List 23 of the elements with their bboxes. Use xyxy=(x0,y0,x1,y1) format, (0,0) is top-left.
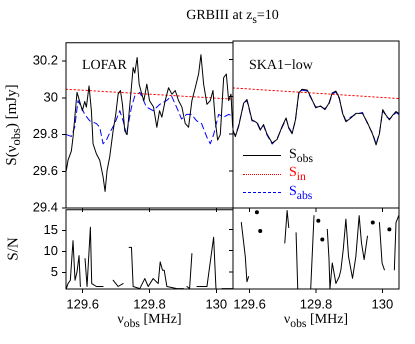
annotation: LOFAR xyxy=(82,58,127,74)
y-tick-label: 5 xyxy=(50,264,58,279)
x-axis-title: ν$_{obs}$ [MHz] xyxy=(117,312,182,330)
x-axis-title: ν$_{obs}$ [MHz] xyxy=(284,312,348,330)
x-tick-label: 129.8 xyxy=(133,296,166,312)
chart-title: GRBIII at z$_{s}$=10 xyxy=(186,8,279,26)
y-tick-label: 29.4 xyxy=(32,200,58,215)
annotation: SKA1−low xyxy=(249,58,313,74)
y-tick-label: 29.8 xyxy=(32,126,58,142)
x-tick-label: 129.8 xyxy=(300,296,332,312)
y-tick-label: 30 xyxy=(44,89,58,104)
legend-label: S$_{obs}$ xyxy=(289,146,313,165)
legend-label: S$_{abs}$ xyxy=(289,184,312,202)
x-tick-label: 129.6 xyxy=(66,296,99,312)
x-tick-label: 129.6 xyxy=(233,296,266,312)
y-tick-label: 29.6 xyxy=(32,162,58,178)
y-tick-label: 15 xyxy=(44,222,58,238)
x-tick-label: 130 xyxy=(372,296,394,312)
y-tick-label: 30.2 xyxy=(32,52,58,68)
y-tick-label: 10 xyxy=(44,243,58,258)
y-axis-title: S/N xyxy=(6,236,22,260)
x-tick-label: 130 xyxy=(205,296,228,312)
legend-label: S$_{in}$ xyxy=(289,165,306,184)
